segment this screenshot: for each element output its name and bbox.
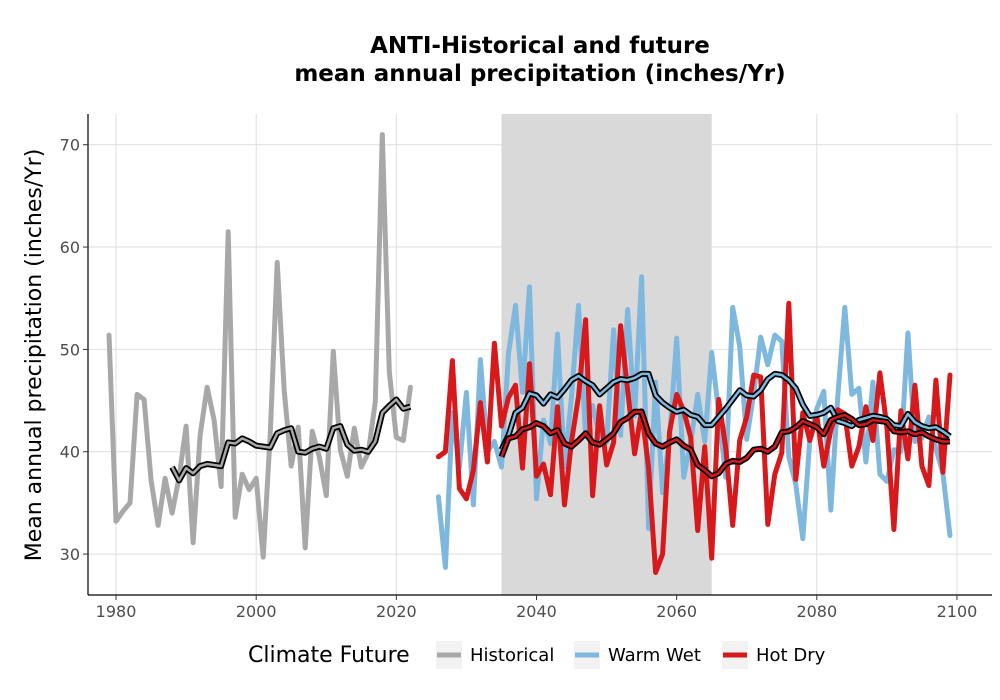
x-tick-label: 2060 (656, 602, 697, 621)
y-tick-label: 30 (60, 545, 80, 564)
legend-label-historical: Historical (470, 645, 554, 666)
legend-title: Climate Future (248, 643, 410, 668)
plot-panel: 1980 2000 2020 2040 2060 2080 2100 30 40 50 60 70 (60, 114, 992, 621)
x-tick-label: 1980 (96, 602, 137, 621)
legend: Climate Future Historical Warm Wet Hot Dry (248, 641, 826, 669)
y-tick-label: 70 (60, 136, 80, 155)
x-tick-label: 2080 (796, 602, 837, 621)
x-tick-label: 2040 (516, 602, 557, 621)
chart-title-line-1: ANTI-Historical and future (370, 33, 710, 59)
rolling-mean-line-hot-dry (500, 410, 950, 478)
x-tick-label: 2100 (937, 602, 978, 621)
y-tick-label: 40 (60, 443, 80, 462)
legend-label-warm-wet: Warm Wet (608, 645, 701, 666)
series-line-historical (106, 132, 413, 560)
y-tick-label: 60 (60, 238, 80, 257)
y-axis-label: Mean annual precipitation (inches/Yr) (22, 149, 47, 562)
chart-title-line-2: mean annual precipitation (inches/Yr) (294, 61, 785, 87)
rolling-mean-line-warm-wet (500, 372, 951, 451)
legend-label-hot-dry: Hot Dry (756, 645, 826, 666)
x-tick-label: 2020 (376, 602, 417, 621)
x-tick-label: 2000 (236, 602, 277, 621)
series-line-hot-dry (435, 300, 953, 575)
y-tick-label: 50 (60, 340, 80, 359)
rolling-mean-line-historical (170, 398, 411, 482)
